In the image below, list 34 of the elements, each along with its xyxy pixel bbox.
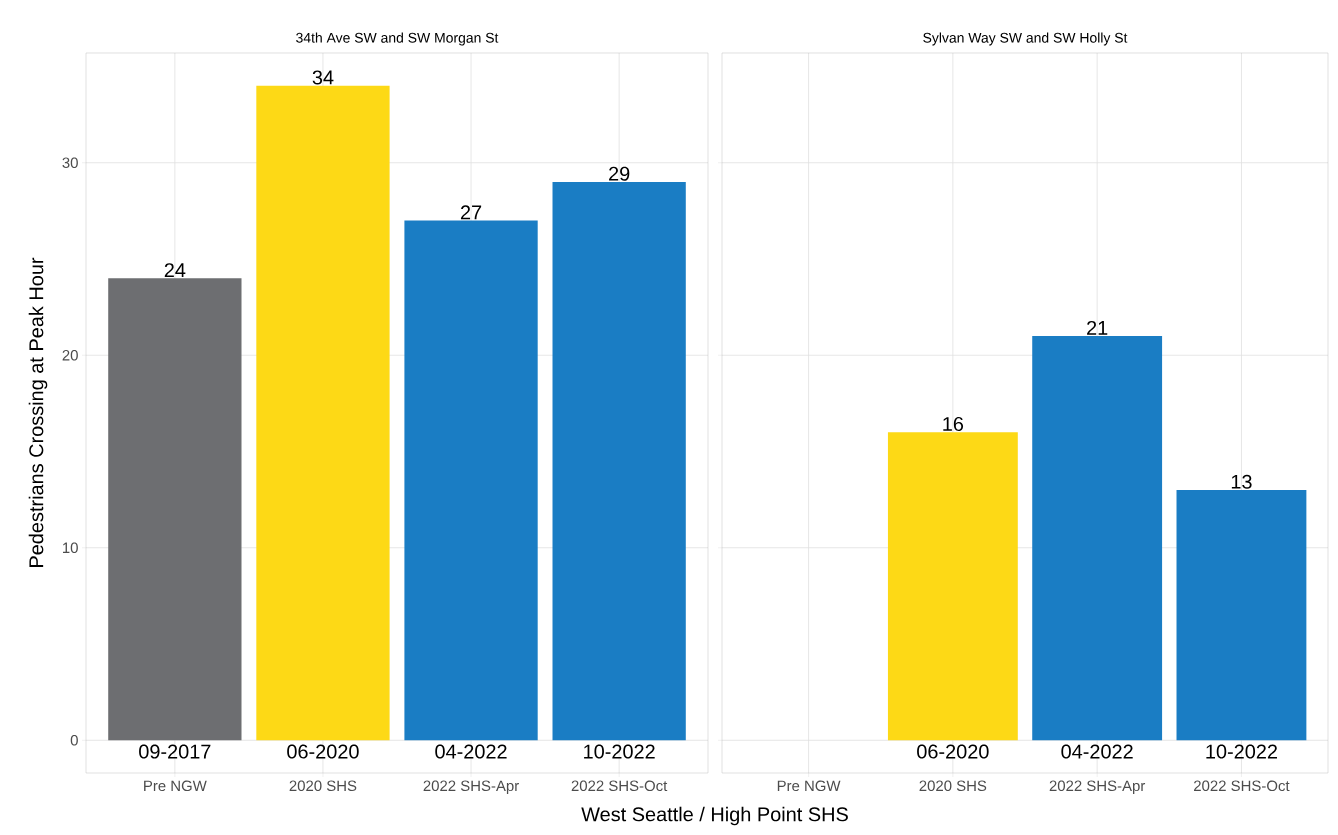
data-label: 16	[943, 416, 964, 432]
x-axis-title: West Seattle / High Point SHS	[581, 806, 848, 826]
y-tick-label: 10	[63, 542, 78, 554]
annotation: 04-2022	[435, 744, 507, 759]
x-tick-label: Pre NGW	[777, 780, 841, 792]
data-label: 21	[1087, 320, 1108, 335]
annotation: 09-2017	[139, 744, 211, 759]
bar	[552, 181, 686, 741]
x-tick-label: 2022 SHS-Apr	[423, 780, 519, 795]
annotation: 04-2022	[1061, 744, 1133, 759]
bar	[256, 85, 390, 741]
y-tick-label: 30	[62, 157, 78, 169]
data-label: 24	[164, 263, 186, 278]
annotation: 10-2022	[584, 744, 655, 759]
x-tick-label: Pre NGW	[144, 780, 207, 792]
x-tick-label: 2020 SHS	[919, 780, 987, 792]
annotation: 10-2022	[1206, 744, 1277, 759]
chart-title: Sylvan Way SW and SW Holly St	[923, 32, 1128, 46]
data-label: 34	[312, 70, 334, 85]
y-tick-label: 0	[70, 734, 78, 746]
x-tick-label: 2022 SHS-Apr	[1049, 780, 1146, 795]
data-label: 13	[1231, 474, 1252, 489]
y-tick-label: 20	[62, 349, 78, 361]
data-label: 29	[609, 166, 630, 181]
bar	[404, 220, 538, 741]
annotation: 06-2020	[917, 744, 989, 759]
x-tick-label: 2022 SHS-Oct	[571, 780, 668, 792]
annotation: 06-2020	[287, 744, 359, 759]
data-label: 27	[460, 205, 482, 220]
y-axis-title: Pedestrians Crossing at Peak Hour	[28, 257, 48, 567]
bar	[108, 278, 242, 741]
x-tick-label: 2020 SHS	[289, 780, 357, 792]
x-tick-label: 2022 SHS-Oct	[1194, 780, 1290, 792]
chart-title: 34th Ave SW and SW Morgan St	[296, 32, 499, 46]
